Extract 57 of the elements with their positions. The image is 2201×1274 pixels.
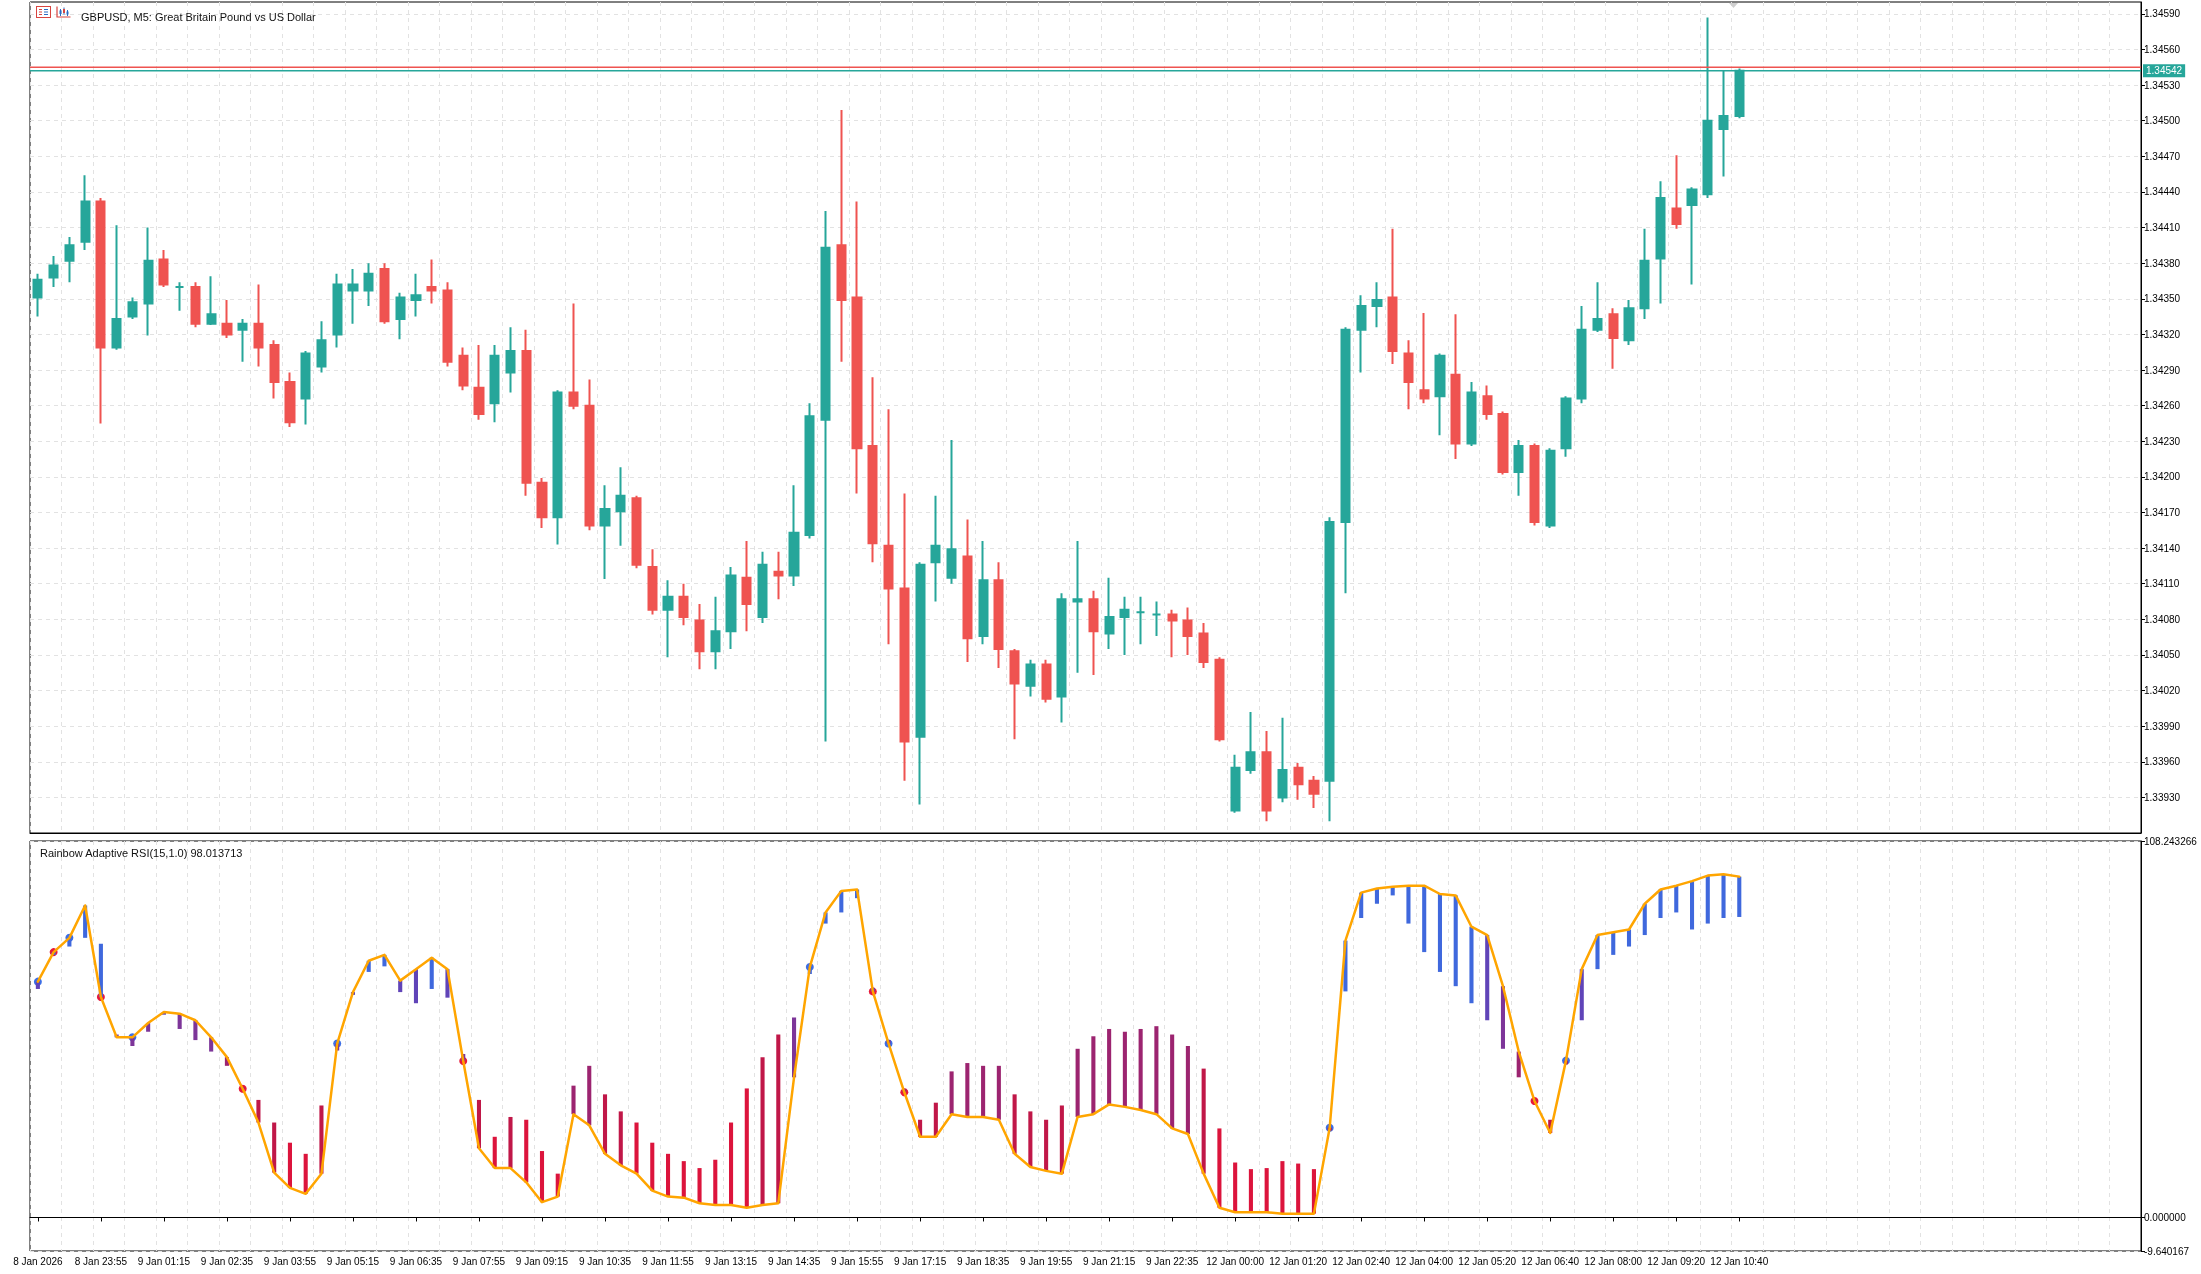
- x-tick-label: 9 Jan 07:55: [452, 1255, 506, 1267]
- x-tick-label: 9 Jan 10:35: [578, 1255, 632, 1267]
- x-tick-label: 9 Jan 17:15: [893, 1255, 947, 1267]
- y-tick-label: 108.243266: [2144, 835, 2198, 847]
- y-tick-label: 1.34200: [2144, 471, 2181, 483]
- x-tick-label: 9 Jan 03:55: [263, 1255, 317, 1267]
- y-tick-label: 1.34080: [2144, 613, 2181, 625]
- y-tick-label: 0.000000: [2144, 1211, 2187, 1223]
- x-tick-label: 12 Jan 05:20: [1458, 1255, 1517, 1267]
- x-tick-label: 9 Jan 18:35: [956, 1255, 1010, 1267]
- x-tick-label: 9 Jan 13:15: [704, 1255, 758, 1267]
- x-tick-label: 12 Jan 00:00: [1206, 1255, 1265, 1267]
- text: GBPUSD, M5: Great Britain Pound vs US Dollar: [81, 10, 317, 23]
- y-tick-label: 1.34500: [2144, 115, 2181, 127]
- x-tick-label: 12 Jan 09:20: [1647, 1255, 1706, 1267]
- x-tick-label: 9 Jan 19:55: [1019, 1255, 1073, 1267]
- x-tick-label: 9 Jan 05:15: [326, 1255, 380, 1267]
- y-tick-label: 1.33990: [2144, 720, 2181, 732]
- y-tick-label: 1.34230: [2144, 435, 2181, 447]
- y-tick-label: 1.34260: [2144, 400, 2181, 412]
- x-tick-label: 12 Jan 06:40: [1521, 1255, 1580, 1267]
- x-tick-label: 9 Jan 09:15: [515, 1255, 569, 1267]
- x-tick-label: 9 Jan 21:15: [1083, 1255, 1136, 1267]
- y-tick-label: 1.34560: [2144, 43, 2181, 55]
- x-tick-label: 9 Jan 22:35: [1146, 1255, 1199, 1267]
- y-tick-label: 1.34440: [2144, 186, 2181, 198]
- y-tick-label: 1.34140: [2144, 542, 2181, 554]
- x-tick-label: 9 Jan 11:55: [642, 1255, 695, 1267]
- text: Rainbow Adaptive RSI(15,1.0) 98.013713: [40, 846, 243, 859]
- x-tick-label: 12 Jan 01:20: [1269, 1255, 1328, 1267]
- y-tick-label: 1.33930: [2144, 791, 2181, 803]
- y-tick-label: 1.34470: [2144, 150, 2181, 162]
- y-tick-label: 1.34350: [2144, 293, 2181, 305]
- y-tick-label: 1.34290: [2144, 364, 2181, 376]
- y-tick-label: 1.34590: [2144, 8, 2181, 20]
- y-tick-label: 1.34020: [2144, 685, 2181, 697]
- x-tick-label: 9 Jan 01:15: [137, 1255, 191, 1267]
- x-tick-label: 12 Jan 02:40: [1332, 1255, 1391, 1267]
- ref-line-label: 1.34542: [2146, 65, 2183, 77]
- y-tick-label: 1.34410: [2144, 222, 2181, 234]
- y-tick-label: 1.34050: [2144, 649, 2181, 661]
- x-tick-label: 12 Jan 10:40: [1710, 1255, 1769, 1267]
- y-tick-label: -9.640167: [2144, 1245, 2190, 1257]
- x-tick-label: 9 Jan 14:35: [767, 1255, 821, 1267]
- x-tick-label: 9 Jan 15:55: [830, 1255, 884, 1267]
- y-tick-label: 1.34170: [2144, 506, 2181, 518]
- y-tick-label: 1.34110: [2144, 578, 2180, 590]
- x-tick-label: 9 Jan 02:35: [200, 1255, 254, 1267]
- x-tick-label: 8 Jan 2026: [13, 1255, 64, 1267]
- y-tick-label: 1.34380: [2144, 257, 2181, 269]
- x-tick-label: 12 Jan 04:00: [1395, 1255, 1454, 1267]
- x-tick-label: 9 Jan 06:35: [389, 1255, 443, 1267]
- y-tick-label: 1.33960: [2144, 756, 2181, 768]
- y-tick-label: 1.34530: [2144, 79, 2181, 91]
- x-tick-label: 8 Jan 23:55: [74, 1255, 128, 1267]
- x-tick-label: 12 Jan 08:00: [1584, 1255, 1643, 1267]
- y-tick-label: 1.34320: [2144, 328, 2181, 340]
